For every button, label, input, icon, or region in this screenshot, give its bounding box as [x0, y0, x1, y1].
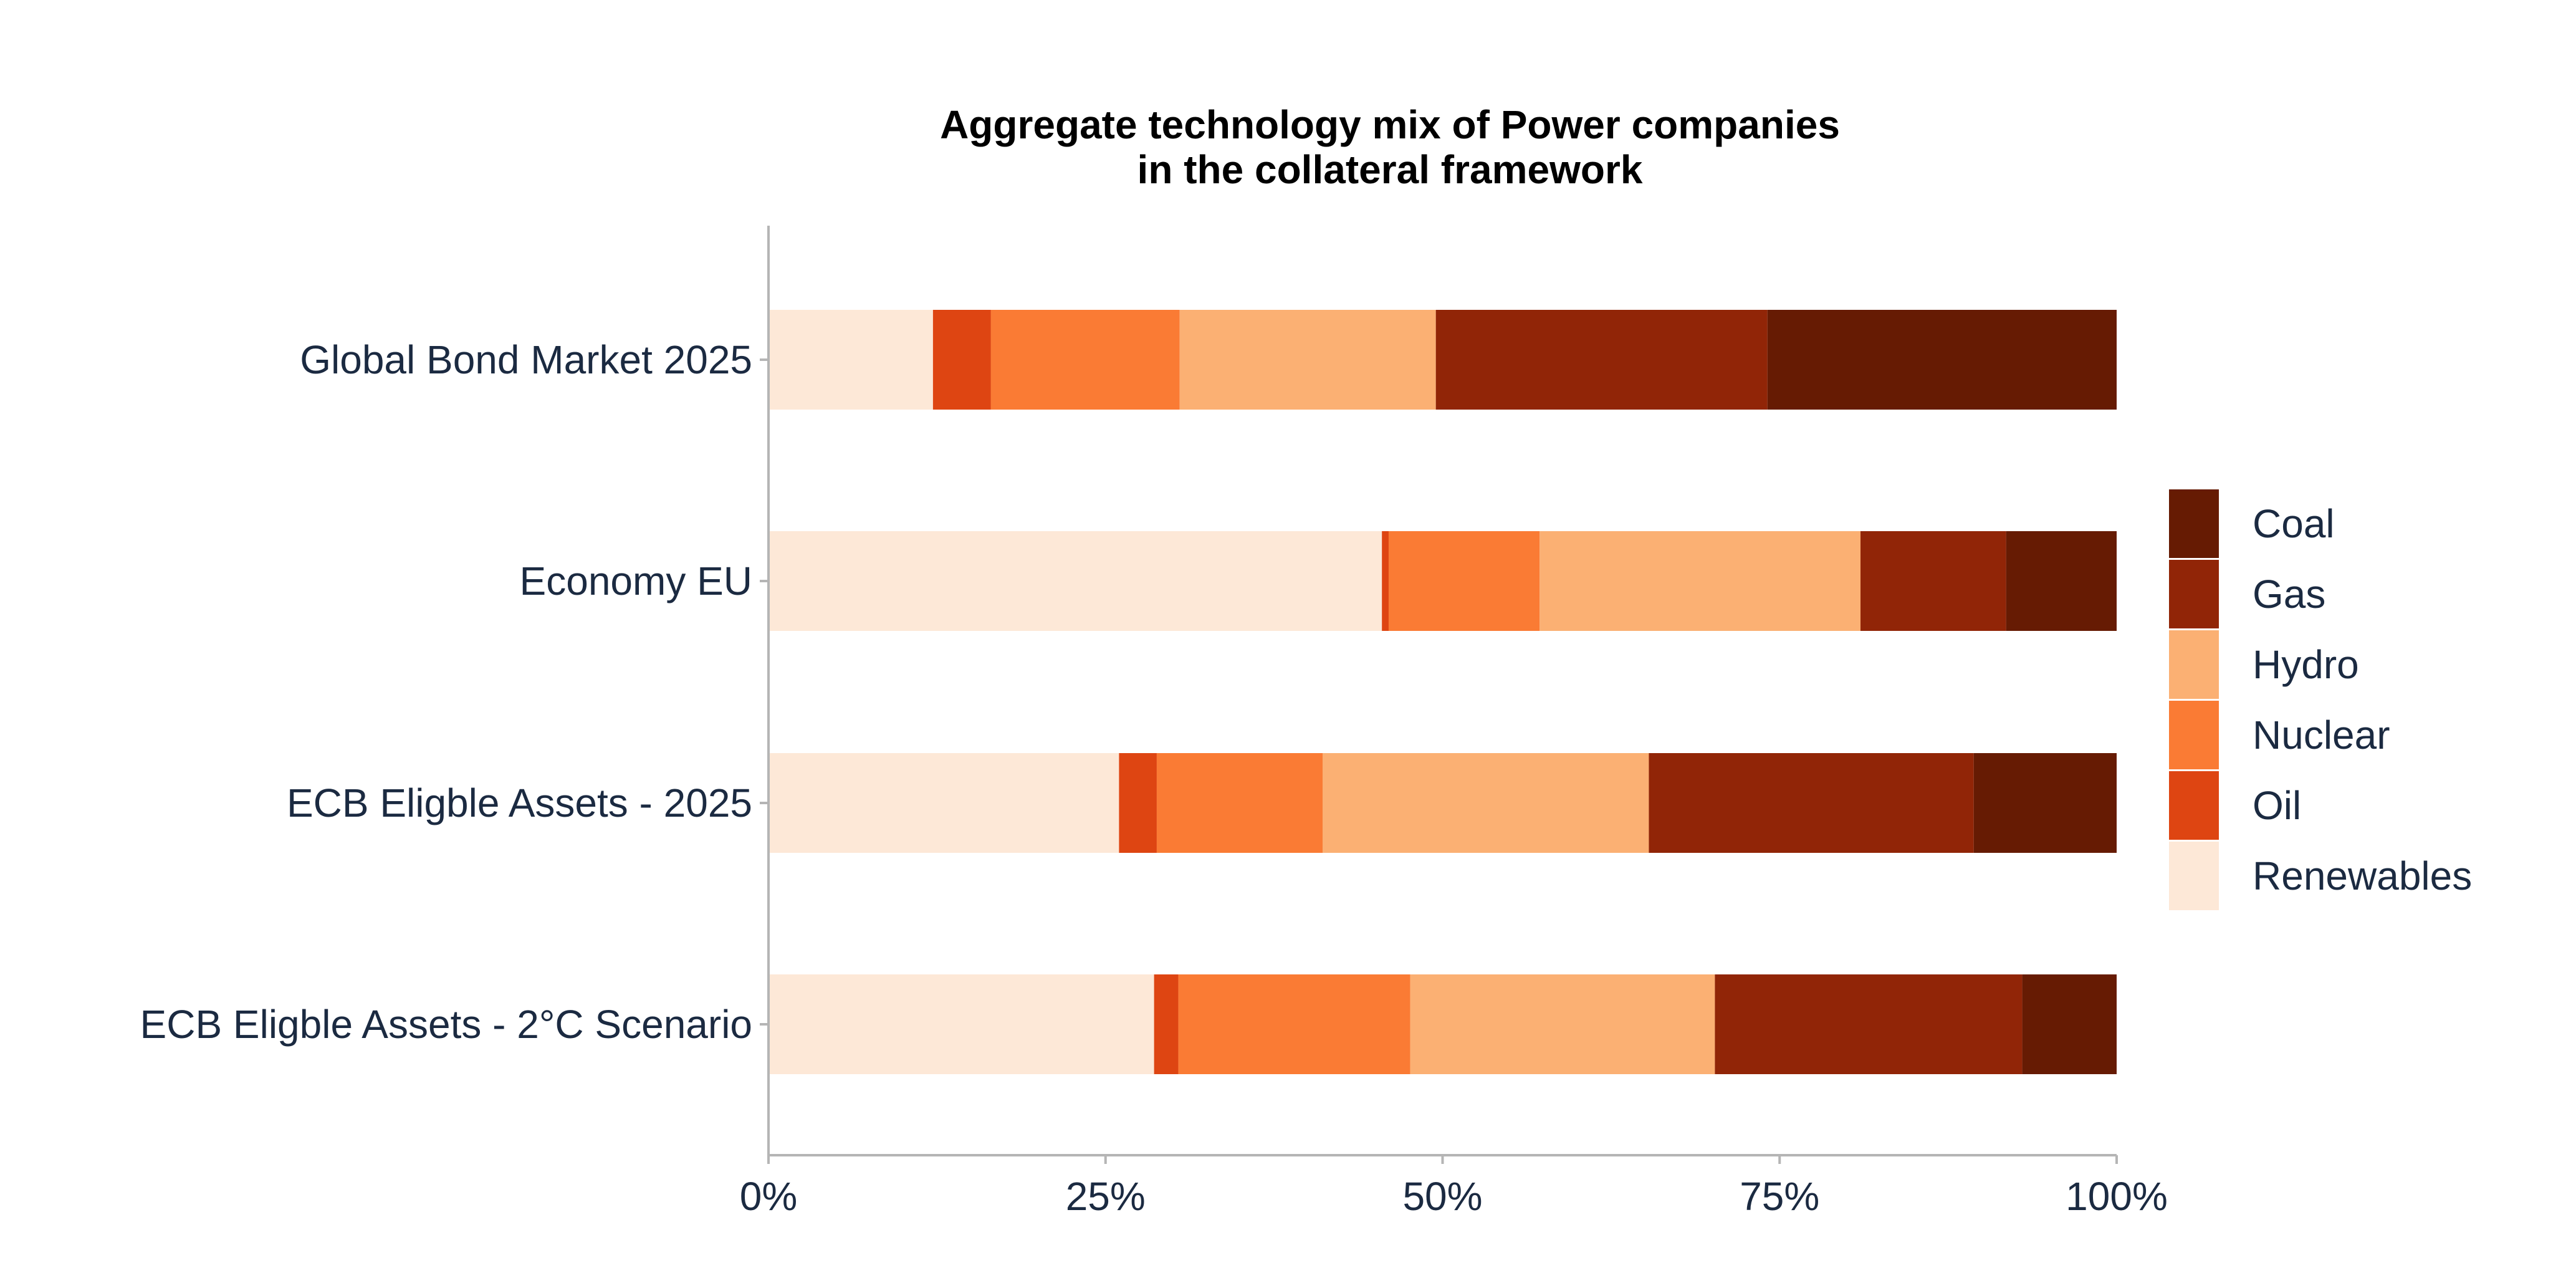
legend-label-hydro: Hydro: [2253, 642, 2359, 687]
category-label-ecb-eligble-assets-2-c-scenario: ECB Eligble Assets - 2°C Scenario: [140, 1002, 752, 1047]
x-tick-label: 25%: [1066, 1174, 1146, 1219]
category-label-economy-eu: Economy EU: [520, 559, 752, 603]
bar-renewables-ecb-eligble-assets-2-c-scenario: [768, 974, 1154, 1074]
x-tick-label: 75%: [1740, 1174, 1819, 1219]
bar-gas-ecb-eligble-assets-2-c-scenario: [1715, 974, 2023, 1074]
bar-hydro-global-bond-market-2025: [1179, 310, 1436, 410]
legend-label-oil: Oil: [2253, 783, 2301, 828]
legend-swatch-oil: [2169, 771, 2219, 840]
bar-nuclear-ecb-eligble-assets-2025: [1156, 753, 1323, 853]
bar-gas-economy-eu: [1860, 531, 2006, 631]
legend-label-coal: Coal: [2253, 501, 2335, 546]
x-tick-label: 0%: [740, 1174, 798, 1219]
legend-label-gas: Gas: [2253, 572, 2325, 617]
bar-coal-ecb-eligble-assets-2-c-scenario: [2022, 974, 2117, 1074]
bar-oil-global-bond-market-2025: [932, 310, 991, 410]
category-label-ecb-eligble-assets-2025: ECB Eligble Assets - 2025: [287, 781, 752, 825]
bar-nuclear-global-bond-market-2025: [990, 310, 1180, 410]
bar-oil-ecb-eligble-assets-2-c-scenario: [1154, 974, 1179, 1074]
bar-oil-economy-eu: [1382, 531, 1389, 631]
bar-renewables-economy-eu: [768, 531, 1382, 631]
category-label-global-bond-market-2025: Global Bond Market 2025: [300, 337, 752, 382]
bar-hydro-ecb-eligble-assets-2025: [1322, 753, 1649, 853]
bar-oil-ecb-eligble-assets-2025: [1119, 753, 1157, 853]
legend-swatch-coal: [2169, 489, 2219, 558]
bar-hydro-ecb-eligble-assets-2-c-scenario: [1410, 974, 1715, 1074]
bar-gas-ecb-eligble-assets-2025: [1649, 753, 1974, 853]
bar-gas-global-bond-market-2025: [1435, 310, 1768, 410]
chart-title: Aggregate technology mix of Power compan…: [940, 102, 1840, 147]
bar-coal-economy-eu: [2006, 531, 2117, 631]
chart-subtitle: in the collateral framework: [1137, 147, 1643, 192]
plot-area: Global Bond Market 2025 Economy EU ECB Eli…: [140, 226, 2168, 1219]
bar-coal-global-bond-market-2025: [1767, 310, 2117, 410]
legend-label-nuclear: Nuclear: [2253, 713, 2390, 757]
bar-nuclear-ecb-eligble-assets-2-c-scenario: [1178, 974, 1410, 1074]
legend-swatch-gas: [2169, 560, 2219, 628]
bar-coal-ecb-eligble-assets-2025: [1973, 753, 2117, 853]
legend: Coal Gas Hydro Nuclear Oil Renewables: [2169, 489, 2472, 910]
legend-label-renewables: Renewables: [2253, 853, 2472, 898]
bar-renewables-global-bond-market-2025: [768, 310, 933, 410]
bar-renewables-ecb-eligble-assets-2025: [768, 753, 1119, 853]
legend-swatch-nuclear: [2169, 701, 2219, 769]
bar-hydro-economy-eu: [1539, 531, 1861, 631]
x-tick-label: 100%: [2066, 1174, 2168, 1219]
legend-swatch-hydro: [2169, 630, 2219, 699]
x-tick-label: 50%: [1402, 1174, 1482, 1219]
bar-nuclear-economy-eu: [1388, 531, 1540, 631]
legend-swatch-renewables: [2169, 842, 2219, 910]
